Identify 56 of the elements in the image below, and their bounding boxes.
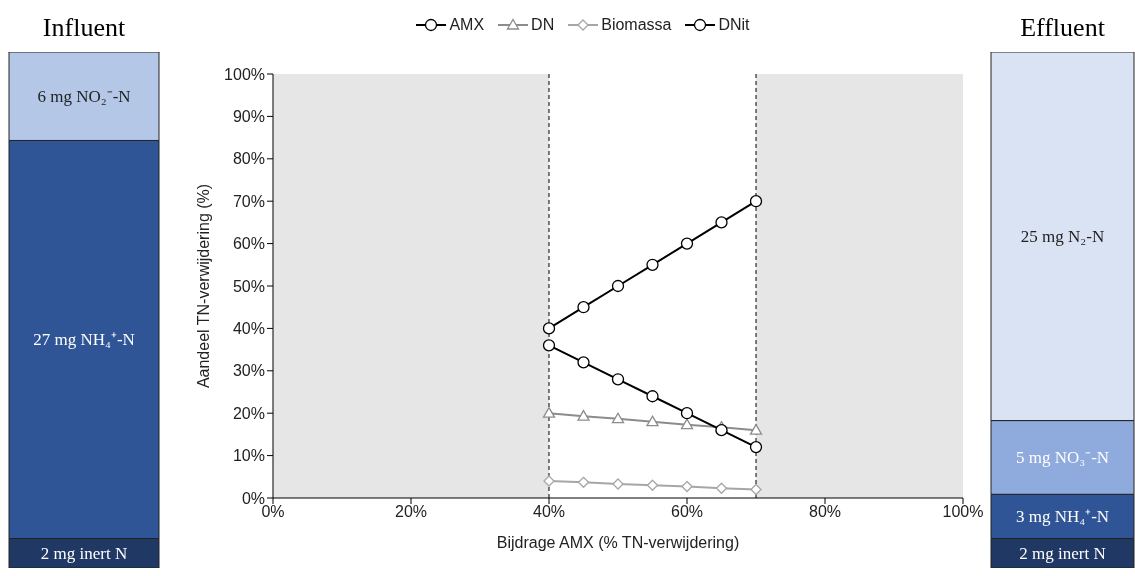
point <box>611 412 625 424</box>
y-tick-label: 70% <box>232 192 265 210</box>
point <box>715 482 728 494</box>
point <box>577 476 590 488</box>
x-axis-title: Bijdrage AMX (% TN-verwijdering) <box>496 534 740 551</box>
x-tick-label: 20% <box>394 503 428 521</box>
point <box>542 407 556 418</box>
legend-label: AMX <box>449 16 485 34</box>
point <box>577 356 590 369</box>
y-tick-label: 80% <box>232 150 265 168</box>
y-tick-label: 90% <box>232 108 265 126</box>
point <box>749 424 763 435</box>
point <box>680 237 694 250</box>
x-tick-label: 60% <box>670 503 704 521</box>
y-tick-label: 60% <box>232 235 265 253</box>
point <box>611 373 625 386</box>
data-label: 3 mg NH₄⁺-N <box>1015 506 1110 526</box>
y-tick-label: 50% <box>232 277 265 295</box>
point <box>542 339 556 352</box>
y-tick-label: 10% <box>232 447 265 465</box>
data-label: 27 mg NH₄⁺-N <box>33 329 135 349</box>
point <box>577 410 590 421</box>
legend-label: DN <box>531 16 555 34</box>
legend-label: DNit <box>718 16 750 34</box>
point <box>749 440 763 454</box>
point <box>646 415 659 427</box>
chart-title: Effluent <box>1019 12 1106 44</box>
point <box>646 258 659 271</box>
data-label: 25 mg N₂-N <box>1020 226 1105 246</box>
point <box>680 418 694 430</box>
data-label: 6 mg NO₂⁻-N <box>37 86 131 106</box>
y-tick-label: 30% <box>232 362 265 380</box>
x-tick-label: 80% <box>808 503 842 521</box>
legend-label: Biomassa <box>601 16 672 34</box>
point <box>646 390 659 403</box>
y-tick-label: 40% <box>232 320 265 338</box>
point <box>611 279 625 293</box>
point <box>646 479 659 491</box>
x-tick-label: 100% <box>942 503 984 521</box>
y-tick-label: 20% <box>232 404 265 422</box>
point <box>715 424 728 437</box>
point <box>577 301 590 314</box>
point <box>715 216 728 229</box>
point <box>542 322 556 335</box>
point <box>680 407 694 420</box>
chart-title: Influent <box>41 12 127 44</box>
x-tick-label: 40% <box>532 503 566 521</box>
data-label: 2 mg inert N <box>40 543 128 563</box>
y-tick-label: 100% <box>224 65 265 83</box>
x-tick-label: 0% <box>261 503 285 521</box>
point <box>749 195 763 208</box>
point <box>750 483 762 496</box>
data-label: 2 mg inert N <box>1019 543 1106 563</box>
data-label: 5 mg NO₃⁻-N <box>1015 447 1110 467</box>
point <box>681 480 693 493</box>
y-axis-title: Aandeel TN-verwijdering (%) <box>194 183 212 389</box>
